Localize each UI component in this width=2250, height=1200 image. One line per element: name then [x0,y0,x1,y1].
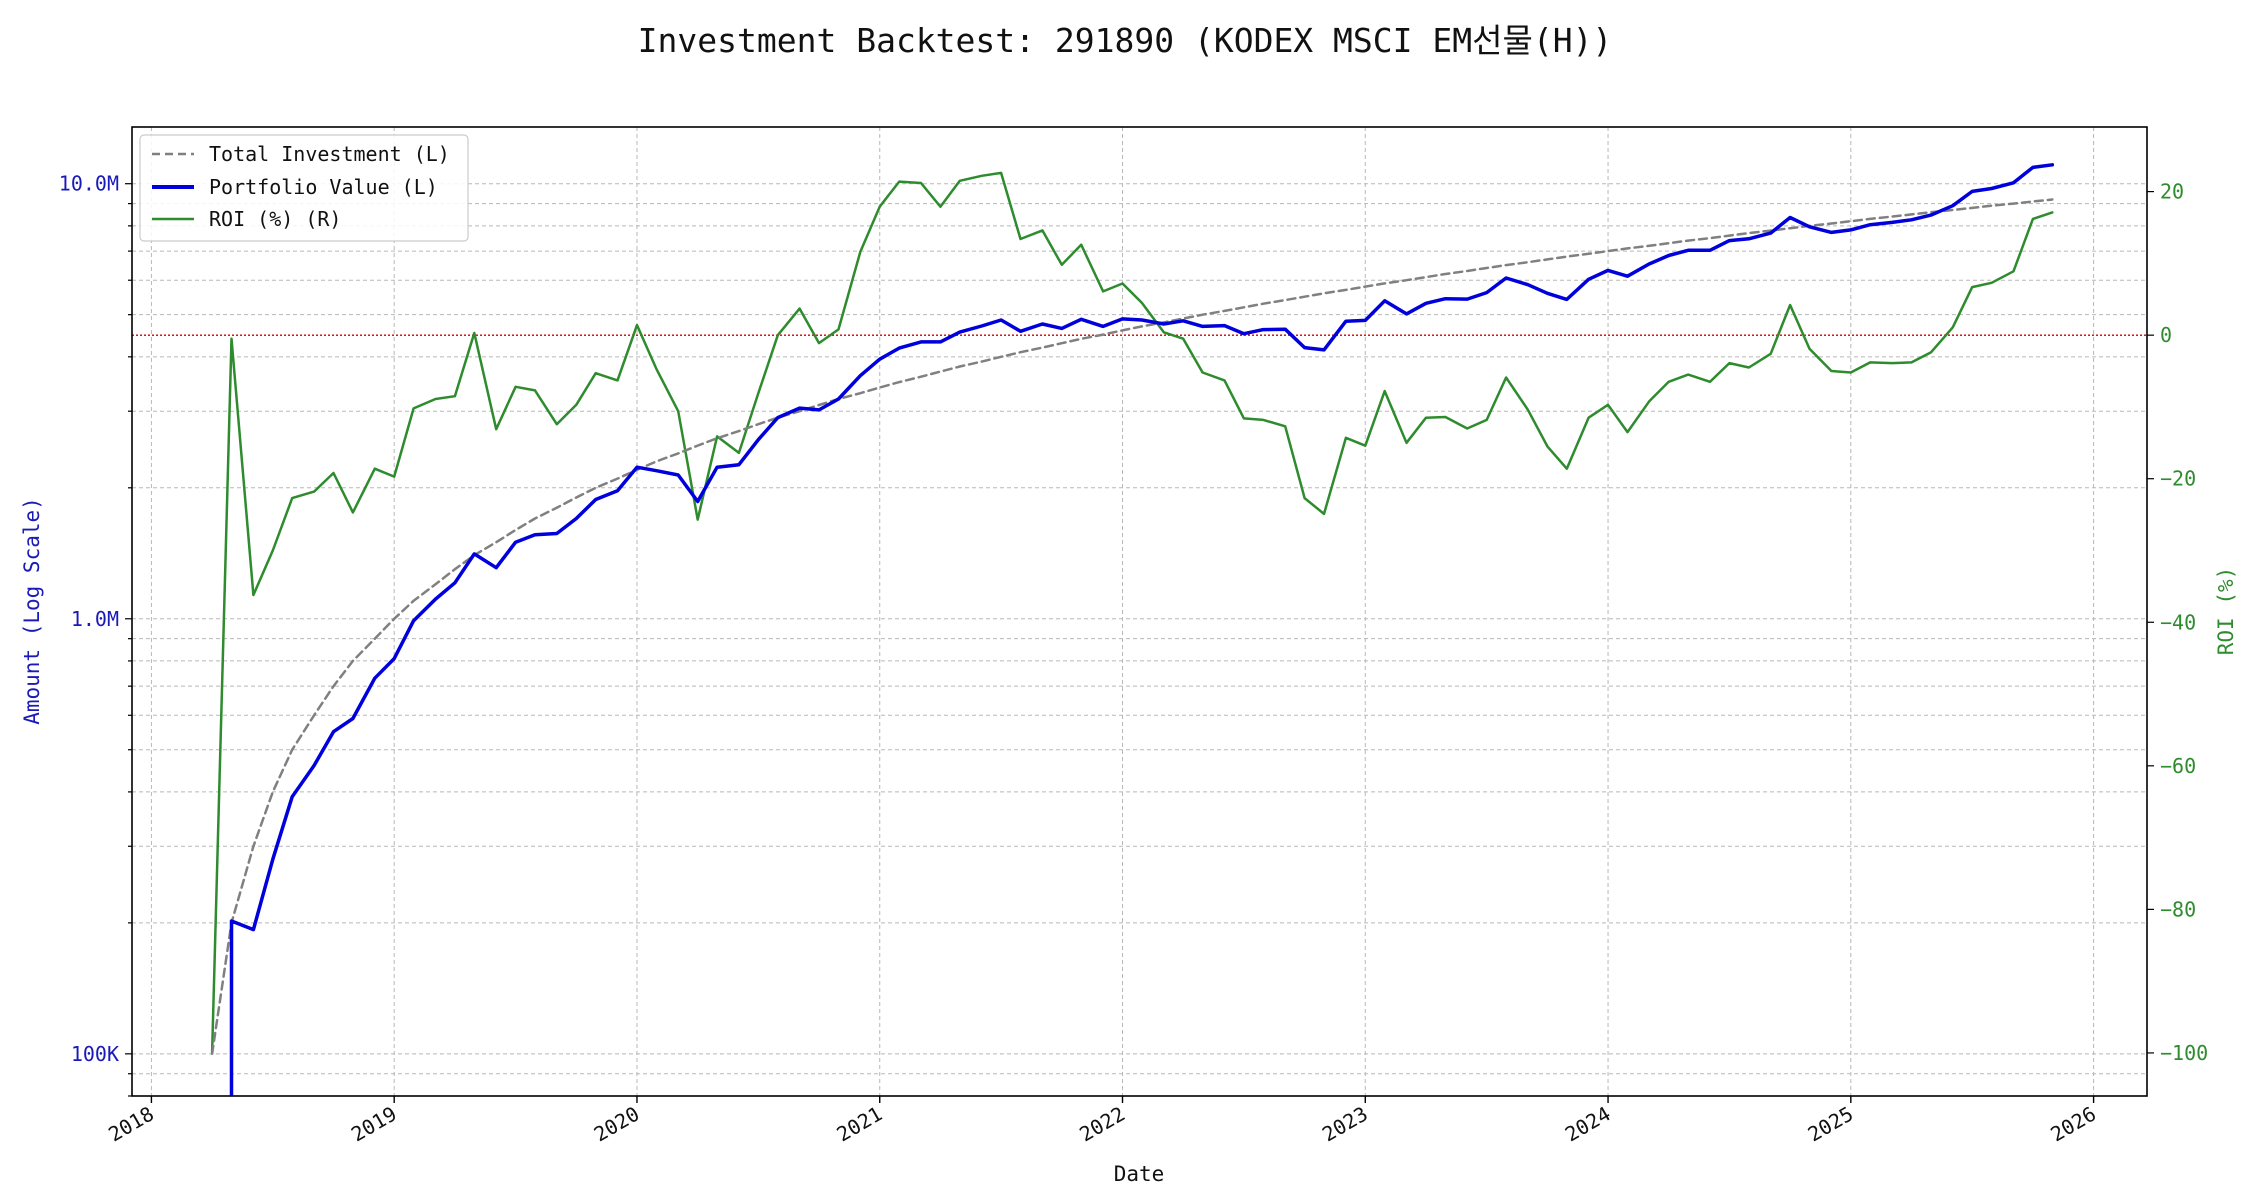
legend: Total Investment (L) Portfolio Value (L)… [139,134,469,242]
right-y-tick-label: −100 [2160,1041,2208,1065]
right-y-tick-label: −20 [2160,467,2196,491]
roi-line [210,171,2054,1055]
plot-frame [131,126,2148,1097]
x-tick-label: 2021 [833,1102,887,1147]
left-y-axis: 100K 1.0M 10.0M [59,172,132,1097]
x-axis: 2018 2019 2020 2021 2022 2023 2024 2025 2026 [104,1096,2100,1146]
x-tick-label: 2019 [347,1102,401,1147]
x-tick-label: 2022 [1075,1102,1129,1147]
right-y-tick-label: −80 [2160,897,2196,921]
left-y-tick-label: 1.0M [71,607,119,631]
x-tick-label: 2018 [104,1102,158,1147]
legend-box [139,134,469,242]
chart-title: Investment Backtest: 291890 (KODEX MSCI … [637,21,1613,60]
right-y-axis: −100 −80 −60 −40 −20 0 20 [2147,180,2208,1065]
x-axis-label: Date [1114,1162,1165,1186]
legend-label-roi: ROI (%) (R) [209,207,341,231]
x-tick-label: 2024 [1561,1102,1615,1147]
series-lines [210,163,2055,1096]
x-tick-label: 2025 [1804,1102,1858,1147]
right-y-tick-label: −60 [2160,754,2196,778]
x-tick-label: 2023 [1318,1102,1372,1147]
legend-label-portfolio-value: Portfolio Value (L) [209,175,438,199]
x-tick-label: 2020 [590,1102,644,1147]
left-y-tick-label: 10.0M [59,172,119,196]
legend-label-total-investment: Total Investment (L) [209,142,450,166]
right-y-axis-label: ROI (%) [2214,567,2238,656]
total-investment-line [210,198,2054,1056]
portfolio-value-line [229,163,2055,1096]
left-y-axis-label: Amount (Log Scale) [20,497,44,725]
x-tick-label: 2026 [2046,1102,2100,1147]
left-y-tick-label: 100K [71,1042,119,1066]
right-y-tick-label: 0 [2160,323,2172,347]
right-y-tick-label: 20 [2160,180,2184,204]
right-y-tick-label: −40 [2160,610,2196,634]
grid-lines [132,127,2147,1097]
